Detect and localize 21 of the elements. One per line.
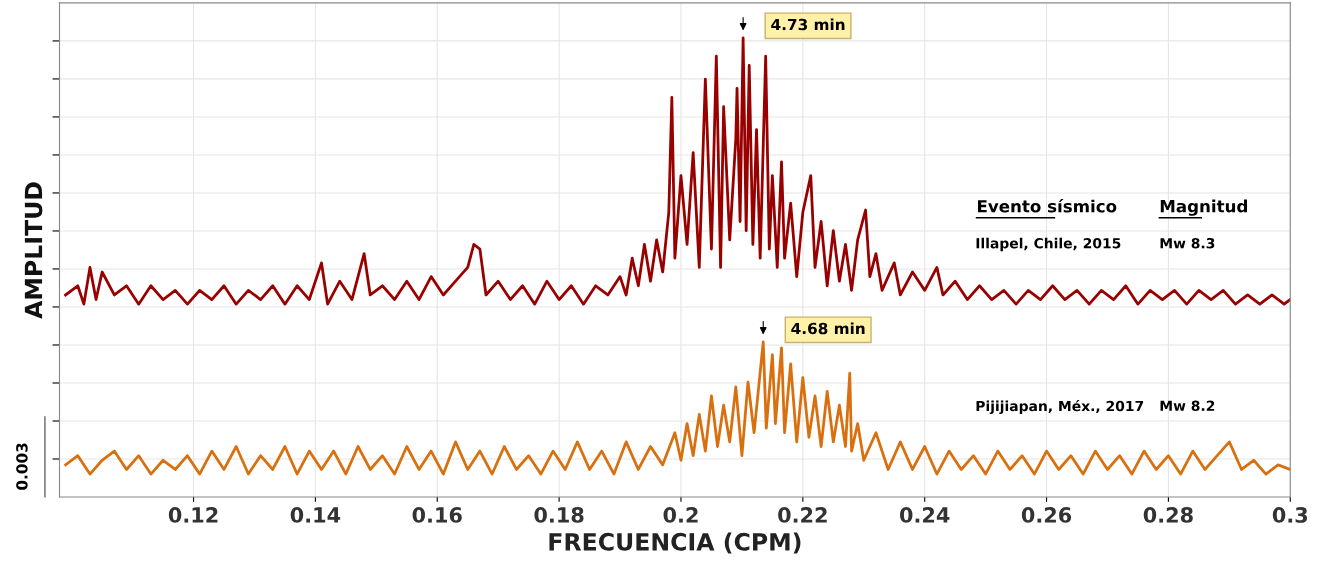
text: Illapel, Chile, 2015 — [976, 237, 1121, 252]
x-tick-label: 0.28 — [1143, 507, 1193, 523]
text: Pijijiapan, Méx., 2017 — [976, 399, 1144, 415]
annotation: Mw 8.3 — [1160, 237, 1215, 249]
x-tick-label: 0.24 — [899, 507, 950, 523]
annotation: 4.68 min — [791, 322, 865, 335]
x-tick-label: 0.14 — [290, 507, 341, 523]
x-axis-title: FRECUENCIA (CPM) — [549, 532, 801, 554]
y-axis-title: AMPLITUD — [24, 182, 43, 319]
annotation: 4.73 min — [771, 18, 845, 31]
x-tick-label: 0.12 — [168, 507, 218, 523]
x-tick-label: 0.22 — [778, 507, 827, 523]
annotation: Magnitud — [1160, 199, 1247, 216]
annotation: Mw 8.2 — [1160, 400, 1215, 412]
text: 0.003 — [16, 443, 28, 490]
annotation: Evento sísmico — [978, 198, 1117, 213]
x-tick-label: 0.18 — [534, 507, 584, 523]
x-tick-label: 0.2 — [663, 507, 698, 523]
x-tick-label: 0.3 — [1272, 507, 1308, 523]
x-tick-label: 0.26 — [1021, 507, 1072, 523]
x-tick-label: 0.16 — [412, 507, 462, 523]
